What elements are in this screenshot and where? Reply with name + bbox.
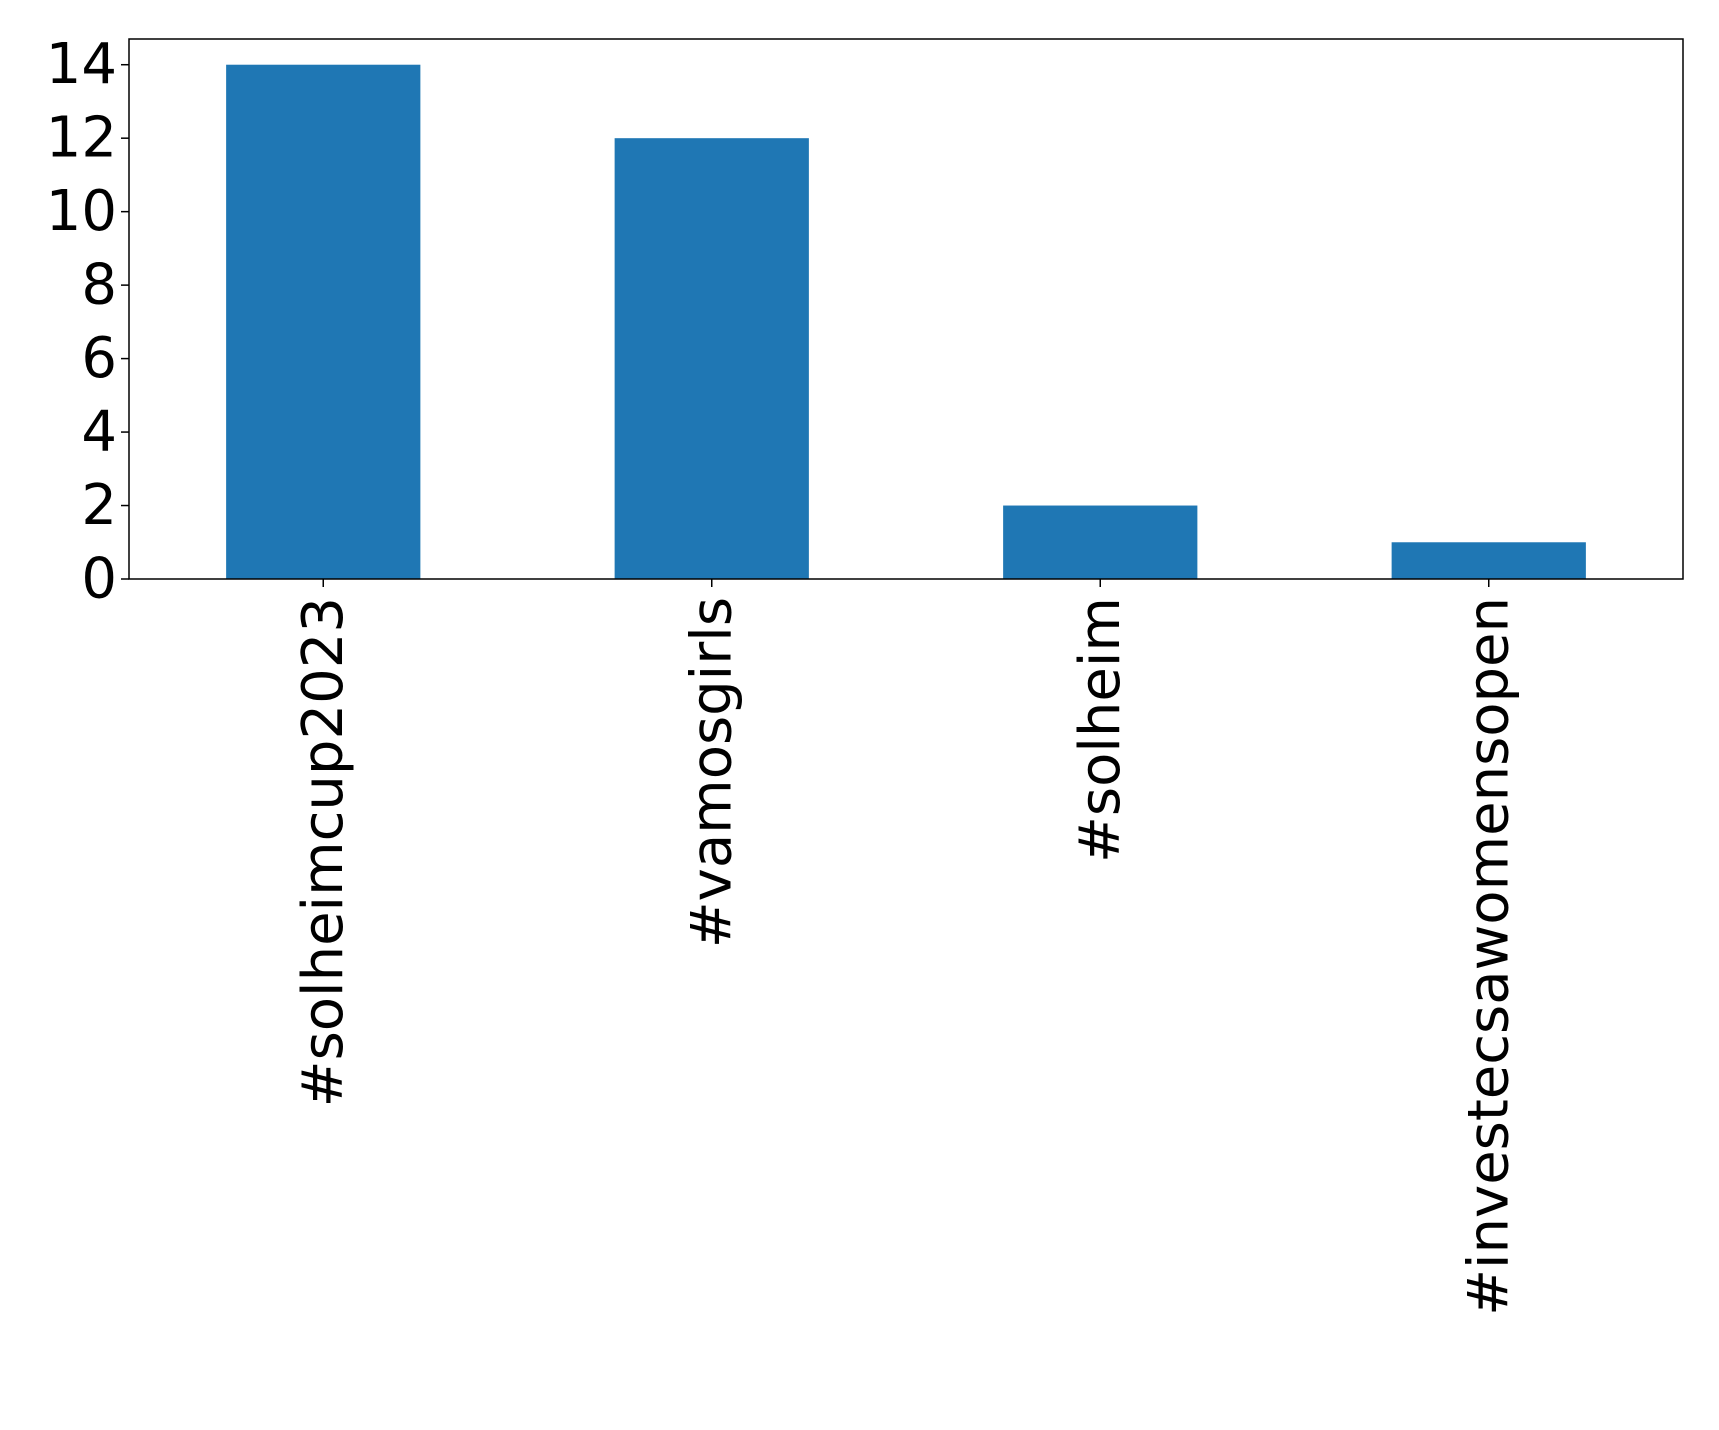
x-tick-label: #solheimcup2023: [291, 597, 356, 1107]
y-tick-label: 4: [81, 400, 117, 465]
bar: [226, 64, 421, 579]
bar: [1391, 542, 1586, 579]
y-tick-label: 12: [46, 106, 117, 171]
y-tick-label: 8: [81, 253, 117, 318]
y-tick-label: 10: [46, 179, 117, 244]
bar: [614, 138, 809, 580]
x-tick-label: #investecsawomensopen: [1456, 597, 1521, 1316]
x-tick-label: #solheim: [1068, 597, 1133, 863]
bar: [1003, 505, 1198, 579]
y-tick-label: 6: [81, 326, 117, 391]
bars-group: [226, 64, 1586, 580]
x-tick-label: #vamosgirls: [679, 597, 744, 948]
y-tick-label: 0: [81, 547, 117, 612]
plot-frame: [128, 38, 1684, 580]
y-tick-label: 14: [46, 32, 117, 97]
x-axis: #solheimcup2023 #vamosgirls #solheim #inves…: [291, 579, 1521, 1316]
y-axis: 0 2 4 6 8 10 12 14: [46, 32, 129, 612]
y-tick-label: 2: [81, 473, 117, 538]
